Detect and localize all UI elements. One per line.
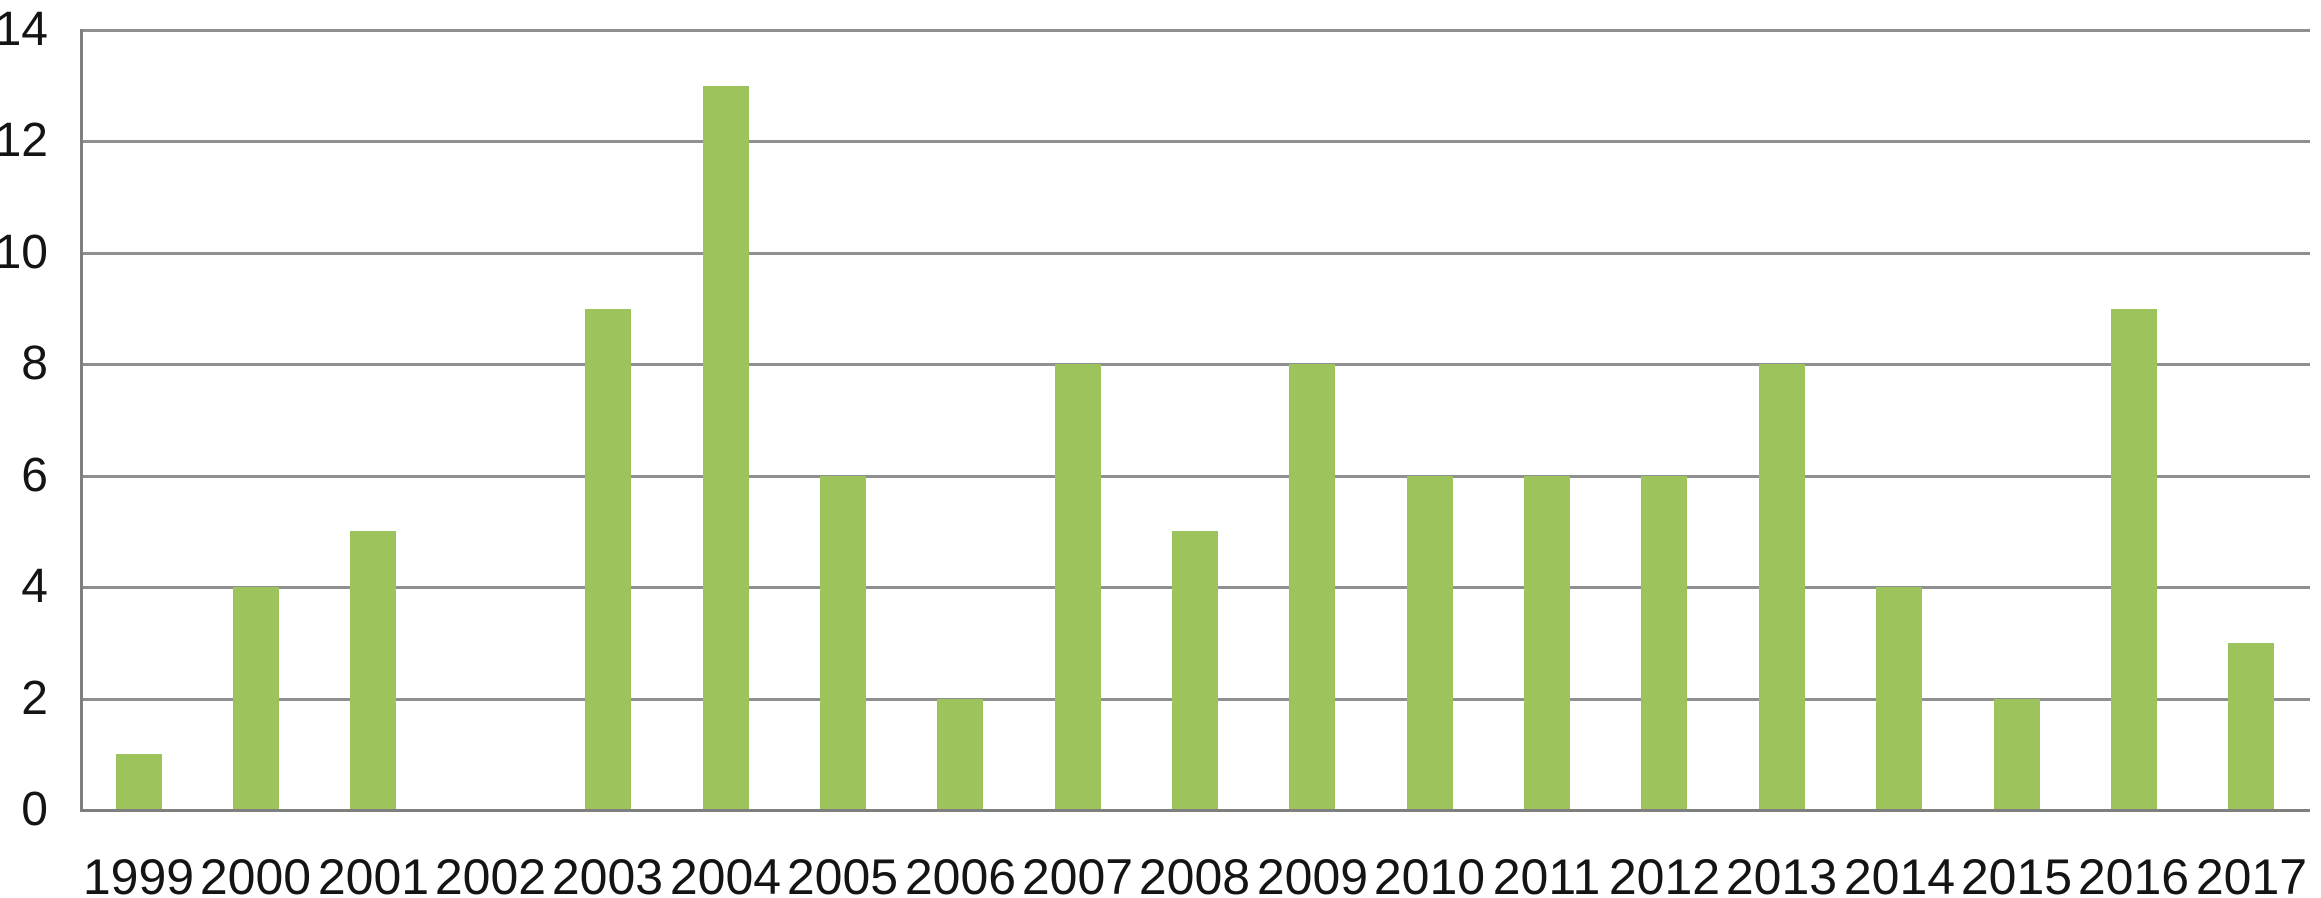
- x-axis-tick-label: 2017: [2195, 849, 2308, 898]
- bar-2010: [1407, 476, 1453, 810]
- bar-2013: [1759, 364, 1805, 810]
- x-axis-tick-label: 2014: [1843, 849, 1956, 898]
- x-axis-tick-label: 2009: [1256, 849, 1369, 898]
- bar-2000: [233, 587, 279, 810]
- x-axis-tick-label: 2008: [1138, 849, 1251, 898]
- bar-2004: [703, 86, 749, 810]
- x-axis-tick-label: 2013: [1725, 849, 1838, 898]
- bar-1999: [116, 754, 162, 810]
- gridline: [80, 29, 2310, 32]
- x-axis-tick-label: 2006: [904, 849, 1017, 898]
- y-axis-tick-label: 14: [0, 3, 48, 56]
- y-axis-tick-label: 0: [21, 783, 48, 836]
- bar-2005: [820, 476, 866, 810]
- y-axis-tick-label: 10: [0, 226, 48, 279]
- bar-2014: [1876, 587, 1922, 810]
- x-axis-tick-label: 2011: [1492, 849, 1601, 898]
- x-axis-tick-label: 2016: [2077, 849, 2190, 898]
- bar-2009: [1289, 364, 1335, 810]
- bar-2012: [1641, 476, 1687, 810]
- y-axis-tick-label: 2: [21, 672, 48, 725]
- bar-2007: [1055, 364, 1101, 810]
- x-axis-tick-label: 2010: [1373, 849, 1486, 898]
- x-axis-tick-label: 2002: [434, 849, 547, 898]
- bar-2006: [937, 699, 983, 810]
- y-axis-tick-label: 12: [0, 114, 48, 167]
- bar-2008: [1172, 531, 1218, 810]
- bar-2001: [350, 531, 396, 810]
- gridline: [80, 140, 2310, 143]
- y-axis-line: [80, 29, 83, 811]
- x-axis-tick-label: 2001: [317, 849, 430, 898]
- x-axis-tick-label: 2005: [786, 849, 899, 898]
- x-axis-tick-label: 2004: [669, 849, 782, 898]
- x-axis-tick-label: 1999: [82, 849, 195, 898]
- y-axis-tick-label: 8: [21, 337, 48, 390]
- x-axis-tick-label: 2012: [1608, 849, 1721, 898]
- x-axis-tick-label: 2003: [551, 849, 664, 898]
- gridline: [80, 475, 2310, 478]
- bar-2016: [2111, 309, 2157, 810]
- bar-2011: [1524, 476, 1570, 810]
- bar-2003: [585, 309, 631, 810]
- y-axis-tick-label: 4: [21, 560, 48, 613]
- gridline: [80, 363, 2310, 366]
- bar-2015: [1994, 699, 2040, 810]
- bar-2017: [2228, 643, 2274, 810]
- x-axis-tick-label: 2007: [1021, 849, 1134, 898]
- gridline: [80, 252, 2310, 255]
- y-axis-tick-label: 6: [21, 449, 48, 502]
- x-axis-tick-label: 2000: [199, 849, 312, 898]
- x-axis-line: [80, 809, 2310, 812]
- x-axis-tick-label: 2015: [1960, 849, 2073, 898]
